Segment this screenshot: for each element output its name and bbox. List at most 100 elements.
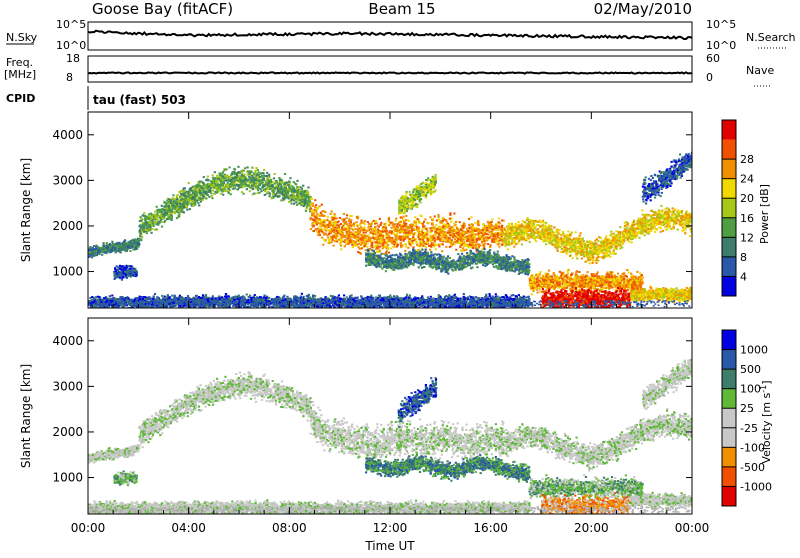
scatter-cell: [333, 223, 335, 225]
scatter-cell: [238, 176, 240, 178]
scatter-cell: [315, 217, 317, 219]
scatter-cell: [467, 239, 469, 241]
scatter-cell: [353, 222, 355, 224]
scatter-cell: [527, 217, 529, 219]
scatter-cell: [181, 196, 183, 198]
scatter-cell: [232, 188, 234, 190]
scatter-cell: [464, 243, 466, 245]
scatter-cell: [336, 230, 338, 232]
scatter-cell: [438, 216, 440, 218]
scatter-cell: [352, 234, 354, 236]
scatter-cell: [476, 239, 478, 241]
scatter-cell: [438, 233, 440, 235]
scatter-cell: [248, 173, 250, 175]
scatter-cell: [451, 233, 453, 235]
scatter-cell: [497, 233, 499, 235]
scatter-cell: [495, 227, 497, 229]
scatter-cell: [233, 168, 235, 170]
scatter-cell: [95, 250, 97, 252]
scatter-cell: [453, 213, 455, 215]
scatter-cell: [88, 256, 90, 258]
scatter-cell: [209, 188, 211, 190]
scatter-cell: [268, 174, 270, 176]
scatter-cell: [228, 188, 230, 190]
scatter-cell: [423, 242, 425, 244]
scatter-cell: [372, 233, 374, 235]
scatter-cell: [104, 249, 106, 251]
scatter-cell: [462, 234, 464, 236]
scatter-cell: [329, 229, 331, 231]
scatter-cell: [327, 237, 329, 239]
scatter-cell: [597, 244, 599, 246]
scatter-cell: [302, 194, 304, 196]
scatter-cell: [661, 211, 663, 213]
scatter-cell: [181, 205, 183, 207]
cpid-label: CPID: [6, 92, 35, 105]
scatter-cell: [333, 231, 335, 233]
scatter-cell: [306, 192, 308, 194]
scatter-cell: [348, 218, 350, 220]
scatter-cell: [176, 203, 178, 205]
scatter-cell: [374, 223, 376, 225]
scatter-cell: [385, 252, 387, 254]
scatter-cell: [442, 217, 444, 219]
scatter-cell: [405, 215, 407, 217]
scatter-cell: [391, 241, 393, 243]
scatter-cell: [330, 232, 332, 234]
scatter-cell: [127, 246, 129, 248]
scatter-cell: [244, 167, 246, 169]
scatter-cell: [163, 213, 165, 215]
scatter-cell: [463, 232, 465, 234]
scatter-cell: [499, 222, 501, 224]
scatter-cell: [294, 190, 296, 192]
scatter-cell: [358, 246, 360, 248]
scatter-cell: [403, 223, 405, 225]
scatter-cell: [236, 172, 238, 174]
scatter-cell: [672, 207, 674, 209]
scatter-cell: [344, 239, 346, 241]
scatter-cell: [375, 220, 377, 222]
scatter-cell: [444, 227, 446, 229]
scatter-cell: [261, 175, 263, 177]
scatter-cell: [403, 216, 405, 218]
scatter-cell: [401, 244, 403, 246]
scatter-cell: [521, 244, 523, 246]
scatter-cell: [638, 237, 640, 239]
scatter-cell: [237, 178, 239, 180]
power-data-layer: [88, 149, 694, 311]
scatter-cell: [361, 247, 363, 249]
scatter-cell: [469, 239, 471, 241]
scatter-cell: [346, 223, 348, 225]
nsky-tick-bottom: 10^0: [56, 39, 86, 52]
scatter-cell: [362, 222, 364, 224]
scatter-cell: [407, 247, 409, 249]
scatter-cell: [449, 212, 451, 214]
scatter-cell: [92, 247, 94, 249]
scatter-cell: [289, 188, 291, 190]
scatter-cell: [529, 241, 531, 243]
scatter-cell: [400, 246, 402, 248]
scatter-cell: [391, 222, 393, 224]
scatter-cell: [386, 237, 388, 239]
scatter-cell: [388, 217, 390, 219]
scatter-cell: [348, 230, 350, 232]
scatter-cell: [362, 235, 364, 237]
scatter-cell: [101, 254, 103, 256]
scatter-cell: [469, 242, 471, 244]
scatter-cell: [364, 239, 366, 241]
scatter-cell: [283, 189, 285, 191]
scatter-cell: [396, 230, 398, 232]
scatter-cell: [318, 231, 320, 233]
scatter-cell: [515, 236, 517, 238]
scatter-cell: [432, 224, 434, 226]
scatter-cell: [417, 236, 419, 238]
scatter-cell: [165, 202, 167, 204]
scatter-cell: [236, 184, 238, 186]
scatter-cell: [280, 181, 282, 183]
scatter-cell: [515, 223, 517, 225]
scatter-cell: [470, 237, 472, 239]
scatter-cell: [470, 216, 472, 218]
scatter-cell: [489, 245, 491, 247]
scatter-cell: [495, 225, 497, 227]
scatter-cell: [388, 252, 390, 254]
